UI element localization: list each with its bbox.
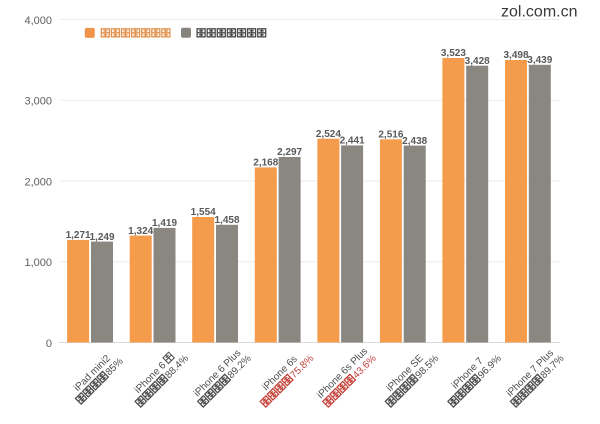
svg-text:2,441: 2,441 xyxy=(340,136,365,147)
svg-text:1,271: 1,271 xyxy=(66,230,91,241)
svg-text:3,523: 3,523 xyxy=(441,48,466,59)
svg-text:1,000: 1,000 xyxy=(24,257,52,269)
svg-text:3,000: 3,000 xyxy=(24,96,52,108)
svg-text:1,458: 1,458 xyxy=(214,215,239,226)
svg-text:zol.com.cn: zol.com.cn xyxy=(501,4,577,21)
svg-text:3,498: 3,498 xyxy=(503,50,528,61)
svg-text:2,297: 2,297 xyxy=(277,147,302,158)
svg-text:2,516: 2,516 xyxy=(378,130,403,141)
svg-text:4,000: 4,000 xyxy=(24,15,52,27)
svg-text:1,554: 1,554 xyxy=(191,207,216,218)
svg-text:1,324: 1,324 xyxy=(128,226,153,237)
svg-text:2,438: 2,438 xyxy=(402,136,427,147)
svg-text:2,000: 2,000 xyxy=(24,176,52,188)
svg-text:3,428: 3,428 xyxy=(465,56,490,67)
svg-text:2,524: 2,524 xyxy=(316,129,341,140)
svg-text:3,439: 3,439 xyxy=(527,55,552,66)
svg-text:0: 0 xyxy=(46,338,52,350)
svg-text:1,249: 1,249 xyxy=(89,232,114,243)
svg-text:1,419: 1,419 xyxy=(152,218,177,229)
svg-text:2,168: 2,168 xyxy=(253,158,278,169)
